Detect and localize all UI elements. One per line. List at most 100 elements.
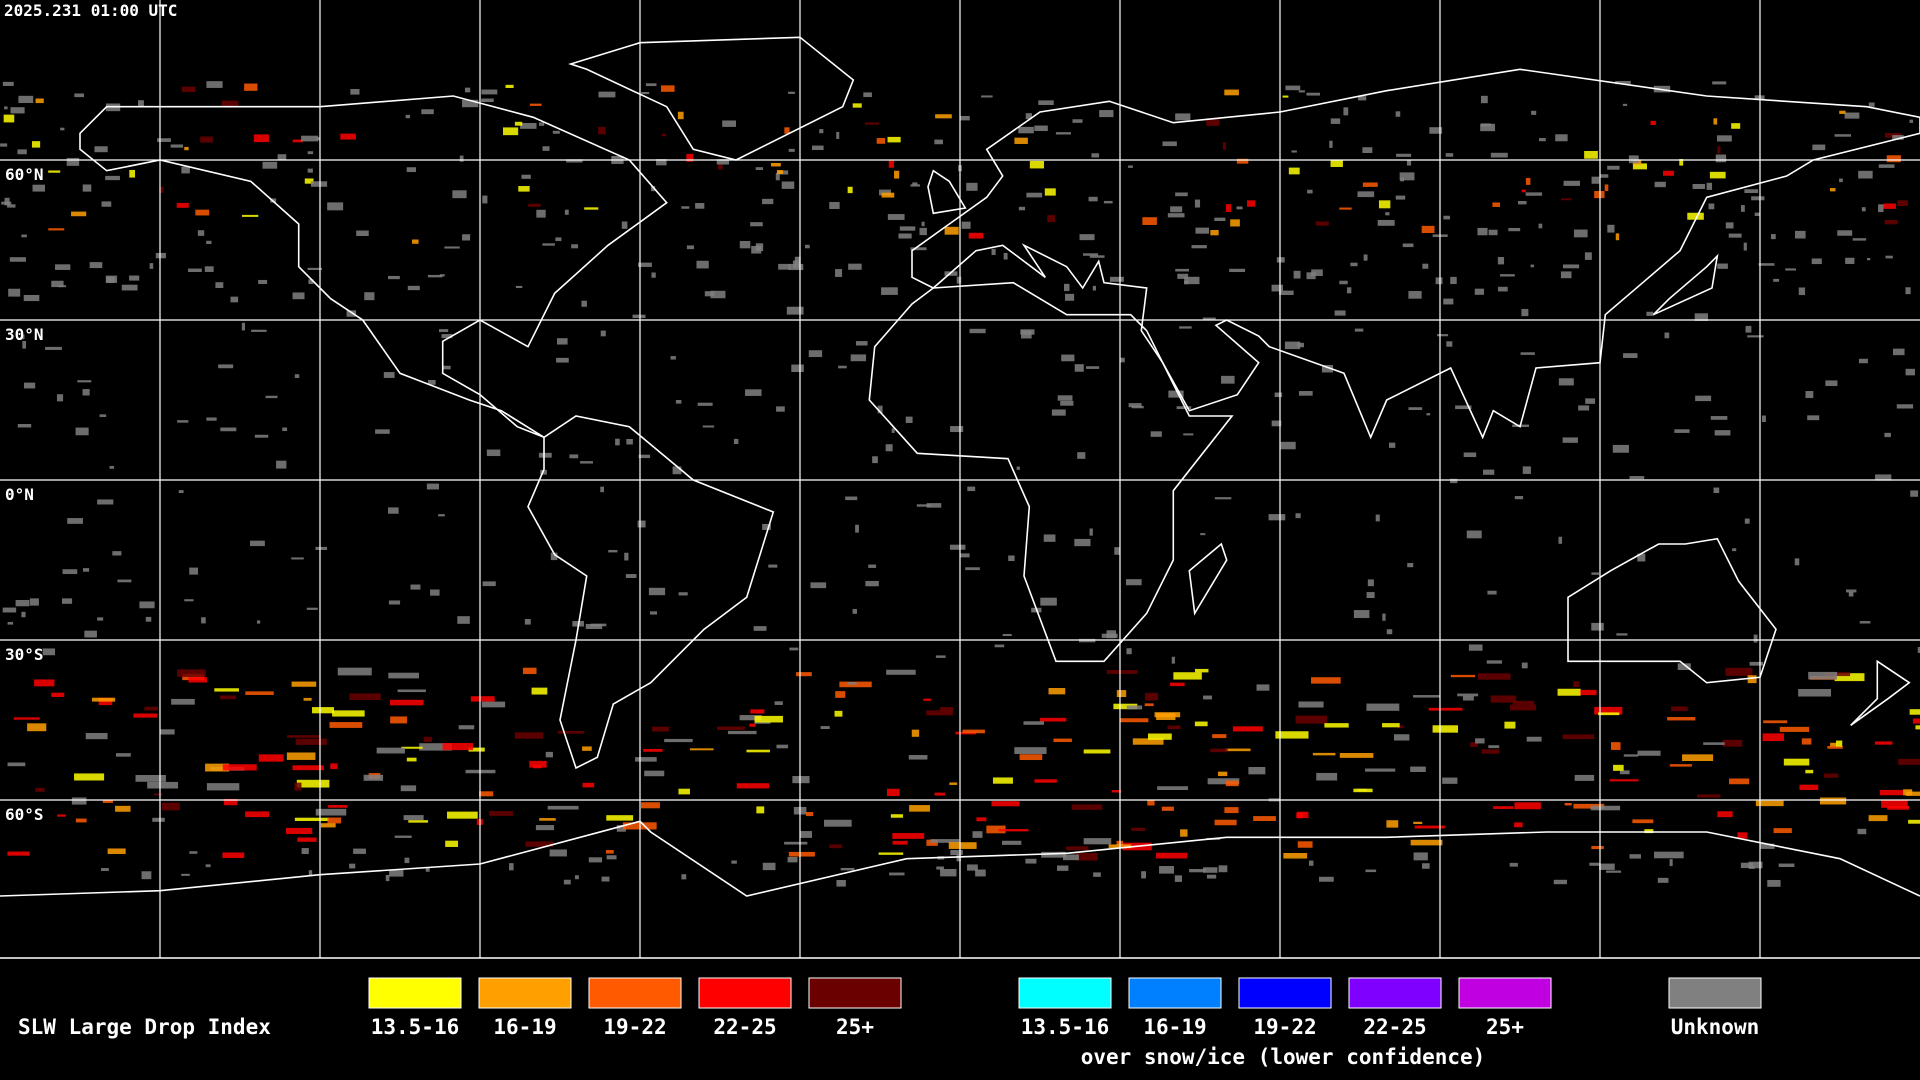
cloud-pixel	[1650, 120, 1656, 126]
cloud-pixel	[1910, 490, 1919, 497]
cloud-pixel	[662, 133, 667, 137]
cloud-pixel	[1530, 264, 1535, 268]
cloud-pixel	[458, 725, 475, 730]
cloud-pixel	[447, 811, 478, 819]
cloud-pixel	[430, 589, 440, 596]
cloud-pixel	[626, 438, 633, 445]
cloud-pixel	[419, 743, 452, 751]
cloud-pixel	[1106, 670, 1138, 674]
cloud-pixel	[445, 840, 459, 847]
cloud-pixel	[1866, 258, 1871, 261]
cloud-pixel	[242, 214, 259, 217]
cloud-pixel	[262, 161, 278, 169]
cloud-pixel	[965, 567, 980, 571]
cloud-pixel	[1598, 712, 1620, 716]
cloud-pixel	[91, 697, 116, 702]
cloud-pixel	[1402, 243, 1414, 248]
cloud-pixel	[1794, 558, 1800, 566]
cloud-pixel	[696, 260, 709, 269]
cloud-pixel	[139, 601, 155, 609]
cloud-pixel	[792, 776, 810, 784]
cloud-pixel	[1200, 533, 1206, 536]
cloud-pixel	[1224, 89, 1239, 96]
cloud-pixel	[412, 239, 419, 244]
cloud-pixel	[1604, 184, 1609, 192]
cloud-pixel	[1225, 748, 1251, 752]
cloud-pixel	[1490, 152, 1508, 158]
cloud-pixel	[1125, 579, 1142, 586]
cloud-pixel	[1194, 199, 1201, 208]
cloud-pixel	[1717, 263, 1728, 269]
cloud-pixel	[1697, 794, 1721, 798]
cloud-pixel	[835, 269, 843, 277]
cloud-pixel	[887, 136, 901, 143]
cloud-pixel	[505, 84, 514, 88]
cloud-pixel	[1868, 815, 1888, 822]
cloud-pixel	[533, 765, 541, 769]
cloud-pixel	[405, 114, 411, 119]
cloud-pixel	[1248, 766, 1266, 775]
cloud-pixel	[645, 83, 657, 87]
cloud-pixel	[557, 730, 585, 734]
cloud-pixel	[177, 420, 189, 423]
cloud-pixel	[1413, 852, 1428, 861]
cloud-pixel	[1298, 701, 1324, 708]
cloud-pixel	[916, 504, 931, 507]
cloud-pixel	[1632, 819, 1654, 824]
cloud-pixel	[304, 178, 314, 184]
cloud-pixel	[1159, 866, 1174, 874]
cloud-pixel	[55, 264, 71, 270]
cloud-pixel	[1450, 276, 1457, 285]
cloud-pixel	[1318, 876, 1334, 882]
cloud-pixel	[1450, 478, 1458, 484]
cloud-pixel	[1713, 487, 1720, 494]
cloud-pixel	[1422, 863, 1430, 869]
cloud-pixel	[890, 814, 904, 818]
cloud-pixel	[481, 89, 498, 95]
cloud-pixel	[1018, 206, 1026, 211]
cloud-pixel	[346, 310, 357, 317]
cloud-pixel	[241, 322, 246, 331]
cloud-pixel	[406, 757, 417, 762]
cloud-pixel	[1616, 633, 1628, 636]
cloud-pixel	[1060, 400, 1074, 406]
cloud-pixel	[77, 380, 92, 383]
coastline	[868, 281, 1234, 663]
cloud-pixel	[1224, 807, 1239, 814]
cloud-pixel	[181, 86, 196, 93]
cloud-pixel	[1861, 207, 1866, 212]
cloud-pixel	[135, 775, 166, 782]
cloud-pixel	[509, 863, 514, 871]
cloud-pixel	[258, 754, 284, 762]
cloud-pixel	[886, 669, 916, 675]
cloud-pixel	[1232, 726, 1263, 732]
cloud-pixel	[1812, 144, 1826, 151]
cloud-pixel	[966, 182, 978, 191]
cloud-pixel	[1126, 705, 1143, 710]
cloud-pixel	[1214, 217, 1226, 222]
cloud-pixel	[1001, 840, 1022, 845]
cloud-pixel	[1477, 673, 1511, 680]
cloud-pixel	[1386, 629, 1393, 635]
cloud-pixel	[1366, 703, 1400, 711]
cloud-pixel	[1167, 725, 1181, 730]
cloud-pixel	[1175, 113, 1191, 121]
legend-swatch	[478, 977, 572, 1009]
cloud-pixel	[681, 874, 687, 880]
cloud-pixel	[905, 416, 913, 424]
cloud-pixel	[1879, 789, 1904, 796]
cloud-pixel	[788, 91, 795, 94]
cloud-pixel	[1514, 496, 1524, 500]
cloud-pixel	[441, 334, 453, 339]
cloud-pixel	[328, 805, 348, 808]
cloud-pixel	[1222, 142, 1227, 150]
cloud-pixel	[0, 143, 8, 147]
cloud-pixel	[746, 749, 770, 753]
cloud-pixel	[1848, 592, 1854, 597]
cloud-pixel	[1057, 865, 1069, 871]
cloud-pixel	[220, 427, 237, 432]
cloud-pixel	[1637, 553, 1646, 562]
cloud-pixel	[1744, 189, 1759, 194]
cloud-pixel	[35, 787, 45, 792]
cloud-pixel	[1905, 368, 1915, 376]
